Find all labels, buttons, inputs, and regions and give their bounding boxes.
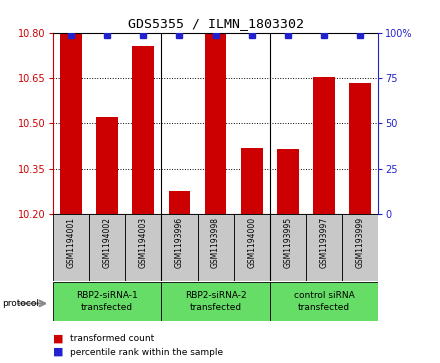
Text: GSM1193999: GSM1193999	[356, 217, 365, 268]
Text: GSM1194001: GSM1194001	[66, 217, 75, 268]
Bar	[53, 282, 161, 321]
Bar	[241, 148, 263, 214]
Bar	[161, 214, 198, 281]
Bar	[270, 282, 378, 321]
Text: GSM1193998: GSM1193998	[211, 217, 220, 268]
Text: GSM1194000: GSM1194000	[247, 217, 256, 268]
Title: GDS5355 / ILMN_1803302: GDS5355 / ILMN_1803302	[128, 17, 304, 30]
Bar	[277, 149, 299, 214]
Bar	[132, 46, 154, 214]
Bar	[89, 214, 125, 281]
Text: transformed count: transformed count	[70, 334, 154, 343]
Bar	[60, 34, 82, 214]
Text: GSM1193996: GSM1193996	[175, 217, 184, 268]
Text: GSM1193995: GSM1193995	[283, 217, 293, 268]
Bar	[306, 214, 342, 281]
Text: percentile rank within the sample: percentile rank within the sample	[70, 348, 223, 356]
Bar	[161, 282, 270, 321]
Text: RBP2-siRNA-2
transfected: RBP2-siRNA-2 transfected	[185, 291, 246, 312]
Bar	[349, 83, 371, 214]
Bar	[96, 117, 118, 214]
Bar	[313, 77, 335, 214]
Bar	[53, 214, 89, 281]
Text: control siRNA
transfected: control siRNA transfected	[294, 291, 355, 312]
Bar	[169, 191, 190, 214]
Bar	[234, 214, 270, 281]
Bar	[125, 214, 161, 281]
Text: GSM1194003: GSM1194003	[139, 217, 148, 268]
Text: GSM1193997: GSM1193997	[319, 217, 329, 268]
Text: GSM1194002: GSM1194002	[103, 217, 112, 268]
Bar	[205, 34, 227, 214]
Text: RBP2-siRNA-1
transfected: RBP2-siRNA-1 transfected	[76, 291, 138, 312]
Bar	[342, 214, 378, 281]
Text: ■: ■	[53, 333, 63, 343]
Bar	[198, 214, 234, 281]
Bar	[270, 214, 306, 281]
Text: ■: ■	[53, 347, 63, 357]
Text: protocol: protocol	[2, 299, 39, 308]
